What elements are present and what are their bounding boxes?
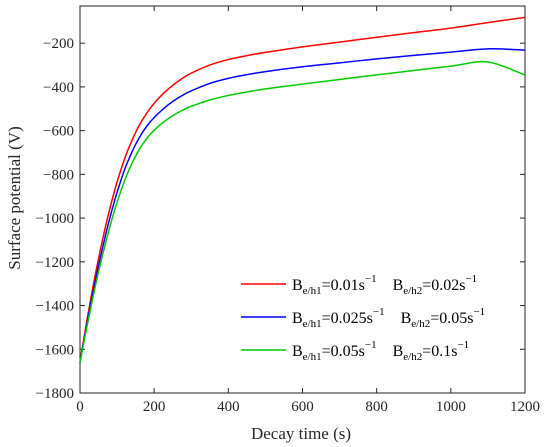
x-axis-title: Decay time (s) bbox=[251, 424, 351, 443]
y-tick-label: −600 bbox=[43, 124, 74, 140]
y-tick-label: −1600 bbox=[36, 342, 74, 358]
y-tick-label: −1400 bbox=[36, 299, 74, 315]
legend: Be/h1=0.01s−1 Be/h2=0.02s−1 Be/h1=0.025s−… bbox=[241, 273, 485, 363]
x-tick-label: 0 bbox=[76, 399, 84, 415]
series-line-2 bbox=[79, 48, 526, 363]
x-tick-label: 800 bbox=[365, 399, 388, 415]
y-tick-label: −400 bbox=[43, 80, 74, 96]
y-axis-title: Surface potential (V) bbox=[5, 126, 24, 270]
plot-frame bbox=[79, 5, 526, 394]
plot-area bbox=[79, 5, 526, 394]
legend-entry-2: Be/h1=0.025s−1 Be/h2=0.05s−1 bbox=[241, 306, 485, 330]
x-tick-label: 200 bbox=[143, 399, 166, 415]
y-axis: −1800 −1600 −1400 −1200 −1000 −800 −600 −400 −20… bbox=[36, 36, 525, 402]
legend-label: Be/h1=0.01s−1 Be/h2=0.02s−1 bbox=[292, 273, 477, 297]
legend-label: Be/h1=0.05s−1 Be/h2=0.1s−1 bbox=[292, 339, 469, 363]
y-tick-label: −1800 bbox=[36, 386, 74, 402]
y-tick-label: −800 bbox=[43, 167, 74, 183]
series-line-1 bbox=[79, 16, 526, 363]
y-tick-label: −1000 bbox=[36, 211, 74, 227]
x-tick-label: 600 bbox=[291, 399, 314, 415]
y-tick-label: −1200 bbox=[36, 255, 74, 271]
legend-label: Be/h1=0.025s−1 Be/h2=0.05s−1 bbox=[292, 306, 485, 330]
series-line-3 bbox=[79, 60, 526, 363]
x-tick-label: 400 bbox=[217, 399, 240, 415]
x-tick-label: 1000 bbox=[436, 399, 466, 415]
y-tick-label: −200 bbox=[43, 36, 74, 52]
legend-entry-3: Be/h1=0.05s−1 Be/h2=0.1s−1 bbox=[241, 339, 469, 363]
x-axis: 0 200 400 600 800 1000 1200 bbox=[76, 6, 540, 415]
legend-entry-1: Be/h1=0.01s−1 Be/h2=0.02s−1 bbox=[241, 273, 477, 297]
x-tick-label: 1200 bbox=[510, 399, 540, 415]
series-layer bbox=[79, 16, 526, 363]
